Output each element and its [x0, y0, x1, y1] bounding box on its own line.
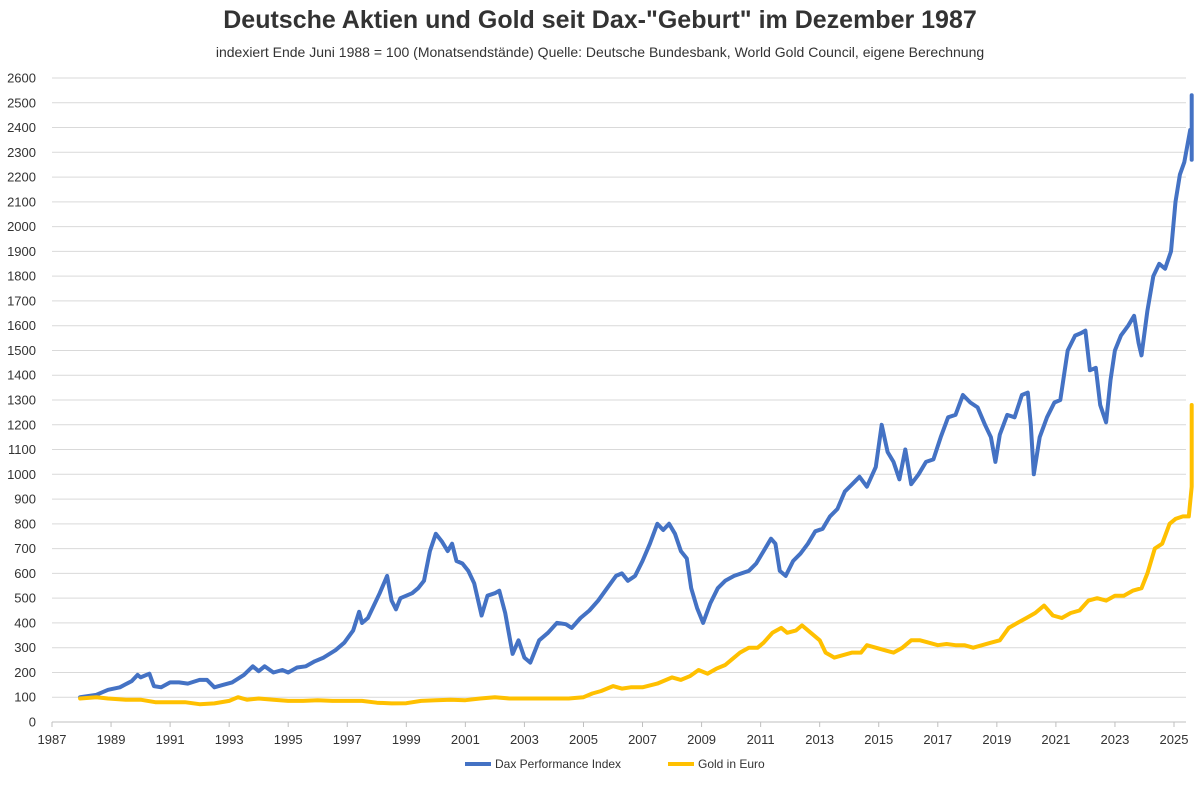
- x-tick-label: 2019: [982, 732, 1011, 747]
- y-tick-label: 400: [14, 615, 36, 630]
- y-tick-label: 600: [14, 566, 36, 581]
- y-tick-labels: 0 100 200 300 400 500 600 700 800 900 1000 1100 1200…: [7, 71, 36, 730]
- series-lines: [78, 93, 1194, 707]
- x-tick-label: 1995: [274, 732, 303, 747]
- y-tick-label: 2400: [7, 120, 36, 135]
- y-tick-label: 1800: [7, 269, 36, 284]
- x-tick-label: 2009: [687, 732, 716, 747]
- y-tick-label: 2500: [7, 95, 36, 110]
- series-line-gold: [78, 403, 1194, 707]
- y-tick-label: 900: [14, 492, 36, 507]
- y-tick-label: 1600: [7, 318, 36, 333]
- x-tick-label: 2015: [864, 732, 893, 747]
- y-tick-label: 1900: [7, 244, 36, 259]
- axes: [51, 721, 1186, 727]
- y-tick-label: 2000: [7, 219, 36, 234]
- y-tick-label: 800: [14, 516, 36, 531]
- y-tick-label: 2600: [7, 71, 36, 86]
- x-tick-label: 2005: [569, 732, 598, 747]
- y-tick-label: 500: [14, 591, 36, 606]
- y-tick-label: 1100: [8, 442, 36, 457]
- y-tick-label: 700: [14, 541, 36, 556]
- x-tick-label: 2017: [923, 732, 952, 747]
- x-tick-label: 2001: [451, 732, 480, 747]
- y-tick-label: 2300: [7, 145, 36, 160]
- x-tick-label: 2021: [1041, 732, 1070, 747]
- y-tick-label: 300: [14, 640, 36, 655]
- y-tick-label: 2100: [7, 194, 36, 209]
- x-tick-labels: 1987 1989 1991 1993 1995 1997 1999 2001 2003 2005…: [38, 732, 1189, 747]
- x-tick-label: 2003: [510, 732, 539, 747]
- y-tick-label: 1300: [7, 393, 36, 408]
- y-tick-label: 1400: [7, 368, 36, 383]
- x-tick-label: 2011: [747, 732, 775, 747]
- y-tick-label: 1700: [7, 293, 36, 308]
- x-tick-label: 1987: [38, 732, 67, 747]
- y-tick-label: 100: [14, 690, 36, 705]
- x-tick-label: 1999: [392, 732, 421, 747]
- y-tick-label: 200: [14, 665, 36, 680]
- x-tick-label: 1993: [215, 732, 244, 747]
- chart-subtitle: indexiert Ende Juni 1988 = 100 (Monatsen…: [215, 44, 985, 60]
- x-tick-label: 2025: [1160, 732, 1189, 747]
- x-tick-label: 2007: [628, 732, 657, 747]
- y-tick-label: 1200: [7, 417, 36, 432]
- series-line-dax: [78, 93, 1194, 700]
- x-tick-label: 1989: [97, 732, 126, 747]
- legend: Dax Performance Index Gold in Euro: [465, 757, 765, 771]
- legend-item-dax: Dax Performance Index: [465, 757, 621, 771]
- y-tick-label: 1000: [7, 467, 36, 482]
- y-tick-label: 1500: [7, 343, 36, 358]
- legend-label: Dax Performance Index: [495, 757, 621, 771]
- chart-title: Deutsche Aktien und Gold seit Dax-"Gebur…: [223, 6, 977, 34]
- x-tick-label: 2013: [805, 732, 834, 747]
- y-tick-label: 2200: [7, 170, 36, 185]
- x-tick-label: 1997: [333, 732, 362, 747]
- x-tick-label: 2023: [1100, 732, 1129, 747]
- legend-item-gold: Gold in Euro: [668, 757, 765, 771]
- y-tick-label: 0: [29, 715, 36, 730]
- x-tick-label: 1991: [156, 732, 185, 747]
- legend-label: Gold in Euro: [698, 757, 765, 771]
